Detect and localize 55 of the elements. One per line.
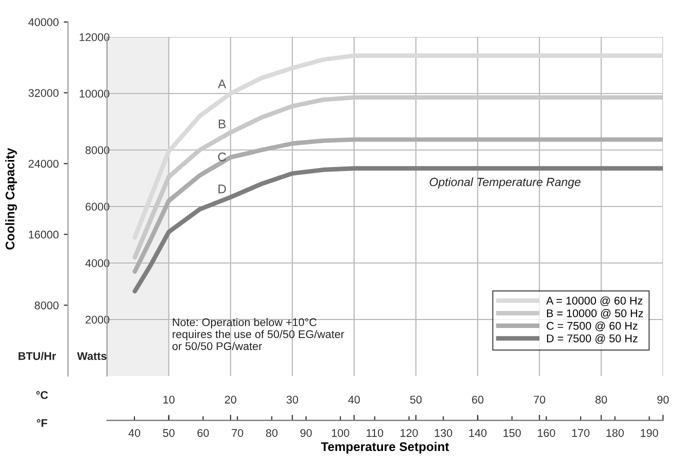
- x-tick-label: 60: [472, 396, 484, 404]
- x2-tick-label: 130: [434, 429, 452, 437]
- annotation: D: [218, 184, 226, 194]
- legend-label: B = 10000 @ 50 Hz: [547, 309, 643, 319]
- text: °F: [36, 419, 48, 427]
- x2-tick-label: 50: [163, 429, 175, 437]
- x-tick-label: 70: [534, 396, 546, 404]
- line-series: [132, 53, 663, 240]
- y-tick-label: 6000: [86, 202, 110, 211]
- annotation: A: [218, 80, 226, 88]
- y-tick-label: 10000: [80, 90, 110, 98]
- text: BTU/Hr: [18, 352, 56, 360]
- x-axis-title: Temperature Setpoint: [321, 442, 449, 454]
- annotation: Note: Operation below +10°C requires the use of 50/50 EG/water or 50/50 PG/water: [172, 318, 344, 350]
- y2-tick-label: 32000: [28, 89, 59, 97]
- annotation: B: [218, 120, 226, 128]
- y-tick-label: 4000: [85, 259, 110, 268]
- text: °C: [36, 391, 48, 399]
- legend-label: C = 7500 @ 60 Hz: [546, 322, 638, 332]
- x2-tick-label: 70: [232, 429, 244, 437]
- y-tick-label: 12000: [80, 33, 110, 42]
- x2-tick-label: 140: [469, 429, 486, 437]
- y2-tick-label: 16000: [28, 230, 59, 239]
- x2-tick-label: 110: [366, 429, 384, 437]
- x-tick-label: 80: [596, 396, 607, 404]
- x2-tick-label: 100: [332, 429, 350, 437]
- x2-tick-label: 120: [400, 429, 418, 437]
- x-tick-label: 90: [657, 396, 669, 404]
- line-series: [132, 95, 663, 260]
- y-tick-label: 8000: [86, 146, 110, 154]
- y2-axis-title: Cooling Capacity: [5, 148, 17, 250]
- legend-label: D = 7500 @ 50 Hz: [547, 334, 638, 344]
- annotation: C: [218, 152, 226, 162]
- line-series: [132, 166, 663, 294]
- y2-tick-label: 8000: [34, 301, 59, 310]
- x2-tick-label: 150: [504, 429, 521, 437]
- text: Watts: [77, 352, 106, 360]
- x-tick-label: 40: [348, 396, 360, 404]
- x2-tick-label: 190: [640, 429, 658, 437]
- y2-tick-label: 24000: [28, 160, 59, 168]
- x-tick-label: 20: [224, 396, 236, 404]
- x2-tick-label: 170: [572, 429, 590, 437]
- x2-tick-label: 160: [538, 429, 556, 437]
- x2-tick-label: 60: [197, 429, 209, 437]
- x-tick-label: 10: [163, 396, 175, 404]
- annotation: Optional Temperature Range: [430, 178, 580, 189]
- y2-tick-label: 40000: [28, 18, 59, 26]
- y-tick-label: 2000: [86, 316, 110, 324]
- x2-tick-label: 90: [300, 429, 312, 437]
- x2-tick-label: 40: [128, 429, 140, 437]
- legend-label: A = 10000 @ 60 Hz: [546, 296, 642, 306]
- x-tick-label: 50: [410, 396, 422, 404]
- x-tick-label: 30: [286, 396, 298, 404]
- x2-tick-label: 180: [606, 429, 624, 437]
- x2-tick-label: 80: [266, 429, 278, 437]
